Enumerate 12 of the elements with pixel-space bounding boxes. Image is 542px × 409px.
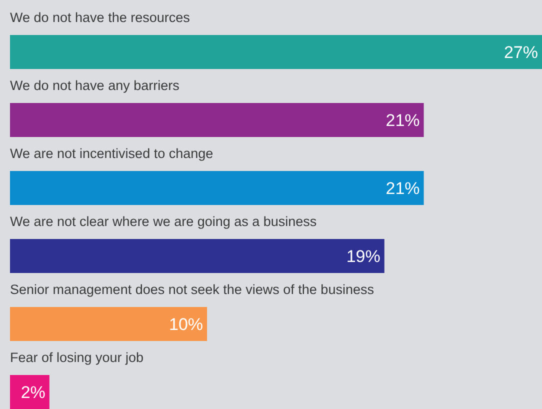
y-tick-label: Fear of losing your job	[10, 350, 144, 365]
data-label: 21%	[386, 111, 420, 130]
data-label: 21%	[386, 179, 420, 198]
y-tick-label: Senior management does not seek the views of the business	[10, 282, 374, 297]
data-label: 19%	[346, 247, 380, 266]
data-label: 2%	[20, 383, 46, 402]
y-tick-label: We are not incentivised to change	[10, 146, 214, 161]
y-tick-label: We do not have the resources	[10, 10, 190, 25]
data-label: 10%	[169, 315, 204, 334]
data-label: 27%	[504, 43, 538, 62]
y-tick-label: We are not clear where we are going as a business	[10, 214, 317, 229]
y-tick-label: We do not have any barriers	[10, 78, 180, 93]
